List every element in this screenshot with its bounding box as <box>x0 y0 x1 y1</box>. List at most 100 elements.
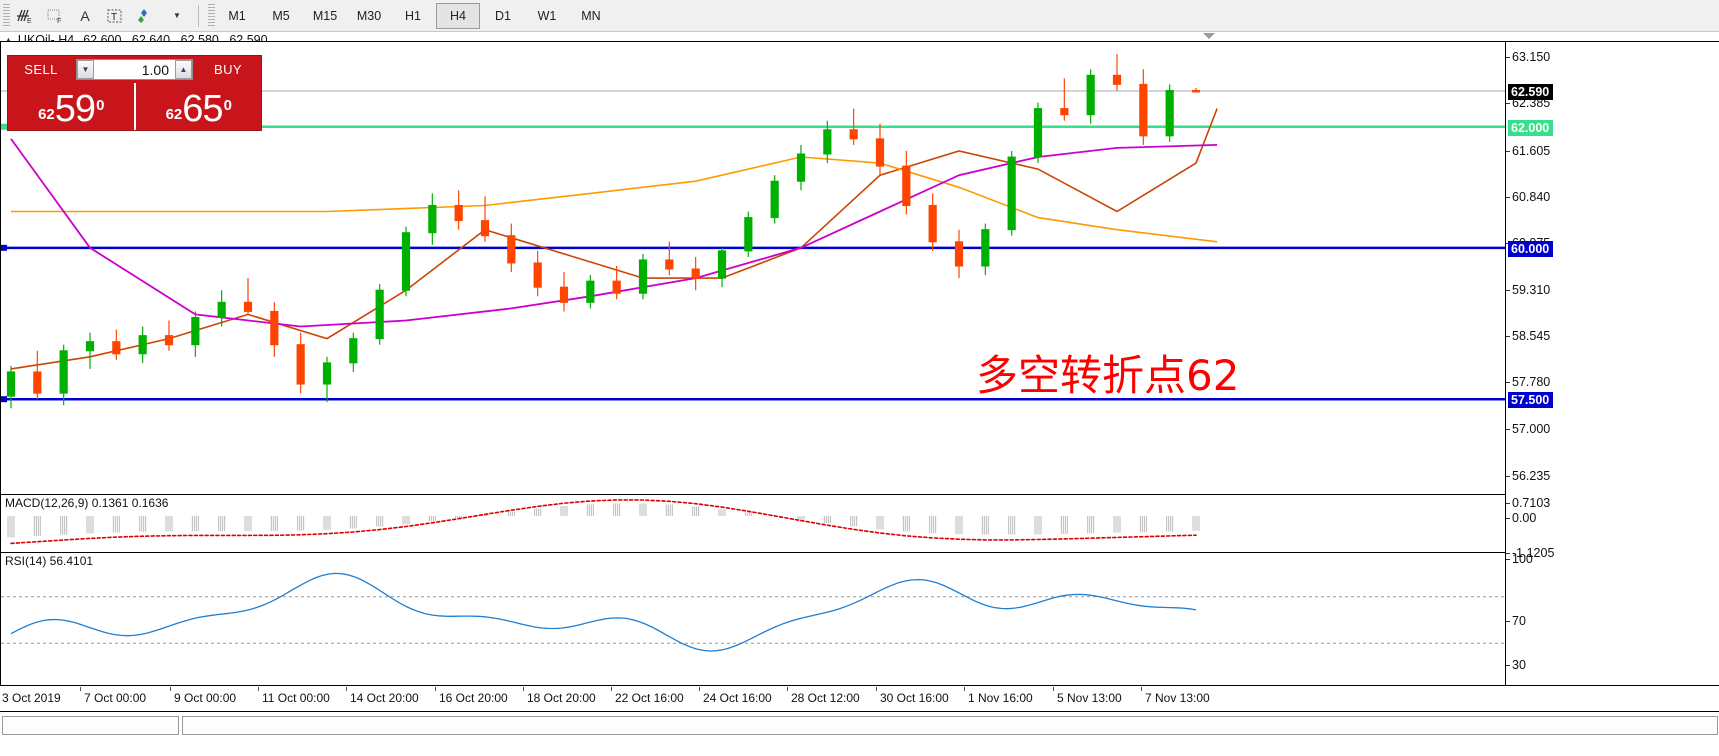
timeframe-mn[interactable]: MN <box>581 8 601 23</box>
volume-value[interactable]: 1.00 <box>141 61 169 78</box>
bottom-scroll-area <box>0 713 1719 756</box>
buy-price-display[interactable]: 62 65 0 <box>136 83 262 130</box>
current-price-label[interactable]: 62.590 <box>1508 84 1554 101</box>
objects-icon[interactable] <box>130 3 160 29</box>
volume-input[interactable]: ▼ 1.00 ▲ <box>76 59 193 80</box>
buy-button[interactable]: BUY <box>195 57 261 82</box>
macd-axis-11205: -1.1205 <box>1506 547 1554 560</box>
text-tool-icon[interactable]: A <box>80 7 90 24</box>
sell-price-main: 59 <box>54 88 96 130</box>
time-tick <box>964 687 965 691</box>
svg-text:F: F <box>57 18 61 25</box>
svg-text:E: E <box>27 18 32 25</box>
sell-price-display[interactable]: 62 59 0 <box>8 83 136 130</box>
time-label: 30 Oct 16:00 <box>880 691 949 705</box>
chart-tab-strip[interactable] <box>2 716 179 735</box>
chart-top-marker-icon <box>1203 33 1215 39</box>
time-tick <box>1141 687 1142 691</box>
time-tick <box>1053 687 1054 691</box>
time-tick <box>523 687 524 691</box>
time-label: 7 Nov 13:00 <box>1145 691 1210 705</box>
price-tick-60-840: 60.840 <box>1506 190 1550 204</box>
time-label: 1 Nov 16:00 <box>968 691 1033 705</box>
time-label: 18 Oct 20:00 <box>527 691 596 705</box>
time-label: 9 Oct 00:00 <box>174 691 237 705</box>
macd-pane[interactable]: MACD(12,26,9) 0.1361 0.1636 <box>1 494 1505 549</box>
toolbar-separator <box>198 4 199 27</box>
price-tick-56-235: 56.235 <box>1506 469 1550 483</box>
timeframe-w1[interactable]: W1 <box>537 8 557 23</box>
time-tick <box>876 687 877 691</box>
timeframe-m15[interactable]: M15 <box>312 8 338 23</box>
svg-text:T: T <box>111 12 117 23</box>
timeframe-h1[interactable]: H1 <box>405 8 421 23</box>
time-label: 28 Oct 12:00 <box>791 691 860 705</box>
timeframe-grip[interactable] <box>208 3 215 28</box>
time-tick <box>80 687 81 691</box>
timeframe-m30[interactable]: M30 <box>356 8 382 23</box>
volume-decrease-icon[interactable]: ▼ <box>77 60 94 79</box>
rsi-pane[interactable]: RSI(14) 56.4101 <box>1 552 1505 687</box>
sell-price-sup: 0 <box>96 97 105 114</box>
rsi-axis-70: 70 <box>1506 615 1526 628</box>
macd-label: MACD(12,26,9) 0.1361 0.1636 <box>5 496 173 510</box>
level-575-label[interactable]: 57.500 <box>1508 392 1554 409</box>
buy-price-sup: 0 <box>223 97 232 114</box>
price-tick-62-385: 62.385 <box>1506 97 1550 110</box>
trade-panel-top-row: SELL ▼ 1.00 ▲ BUY <box>8 56 261 83</box>
one-click-trading-panel[interactable]: SELL ▼ 1.00 ▲ BUY 62 59 0 62 65 0 <box>8 56 261 130</box>
price-tick-59-310: 59.310 <box>1506 283 1550 297</box>
time-label: 24 Oct 16:00 <box>703 691 772 705</box>
time-tick <box>170 687 171 691</box>
text-label-icon[interactable]: T <box>100 3 130 29</box>
timeframe-d1[interactable]: D1 <box>495 8 511 23</box>
timeframe-h4[interactable]: H4 <box>436 2 480 29</box>
buy-price-prefix: 62 <box>165 106 183 123</box>
trade-panel-prices: 62 59 0 62 65 0 <box>8 83 261 130</box>
time-label: 11 Oct 00:00 <box>262 691 330 705</box>
indicators-icon[interactable]: E <box>10 3 40 29</box>
time-label: 3 Oct 2019 <box>2 691 61 705</box>
rsi-axis-100: 100 <box>1506 553 1533 566</box>
sell-price-prefix: 62 <box>38 106 55 123</box>
time-axis[interactable]: 3 Oct 2019 7 Oct 00:00 9 Oct 00:00 11 Oct 0… <box>0 687 1719 712</box>
volume-increase-icon[interactable]: ▲ <box>175 60 192 79</box>
price-tick-61-605: 61.605 <box>1506 144 1550 158</box>
rsi-chart-svg <box>1 572 1505 652</box>
time-label: 5 Nov 13:00 <box>1057 691 1122 705</box>
price-tick-57-780: 57.780 <box>1506 376 1550 389</box>
price-tick-63-150: 63.150 <box>1506 51 1550 64</box>
toolbar-grip[interactable] <box>3 3 10 28</box>
time-label: 22 Oct 16:00 <box>615 691 684 705</box>
price-tick-58-545: 58.545 <box>1506 329 1550 343</box>
objects-dropdown-caret-icon[interactable]: ▼ <box>173 11 181 20</box>
time-label: 16 Oct 20:00 <box>439 691 508 705</box>
timeframe-m1[interactable]: M1 <box>228 8 246 23</box>
macd-chart-svg <box>7 499 1200 545</box>
main-toolbar: E F A T ▼ M1 M5 M15 M30 H1 H4 D1 W1 MN <box>0 0 1719 32</box>
time-label: 7 Oct 00:00 <box>84 691 147 705</box>
level-62-label[interactable]: 62.000 <box>1508 119 1554 136</box>
buy-price-main: 65 <box>182 88 223 130</box>
time-tick <box>258 687 259 691</box>
time-tick <box>699 687 700 691</box>
time-tick <box>346 687 347 691</box>
time-tick <box>611 687 612 691</box>
macd-axis-000: 0.00 <box>1506 512 1536 525</box>
horizontal-scrollbar[interactable] <box>182 716 1718 735</box>
timeframe-m5[interactable]: M5 <box>272 8 290 23</box>
sell-button[interactable]: SELL <box>8 57 74 82</box>
level-60-label[interactable]: 60.000 <box>1508 240 1554 257</box>
templates-icon[interactable]: F <box>40 3 70 29</box>
rsi-label: RSI(14) 56.4101 <box>5 554 98 568</box>
price-tick-57-000: 57.000 <box>1506 423 1550 436</box>
time-label: 14 Oct 20:00 <box>350 691 419 705</box>
chart-annotation-text: 多空转折点62 <box>976 351 1240 400</box>
macd-axis-07103: 0.7103 <box>1506 497 1550 510</box>
time-tick <box>787 687 788 691</box>
price-axis[interactable]: 63.15062.38561.60560.84060.07559.31058.5… <box>1506 41 1719 686</box>
chart-frame[interactable]: MACD(12,26,9) 0.1361 0.1636 RSI(14) 56.4… <box>0 41 1506 686</box>
time-tick <box>435 687 436 691</box>
rsi-axis-30: 30 <box>1506 659 1526 672</box>
collapse-triangle-icon[interactable]: ▲ <box>4 35 13 45</box>
